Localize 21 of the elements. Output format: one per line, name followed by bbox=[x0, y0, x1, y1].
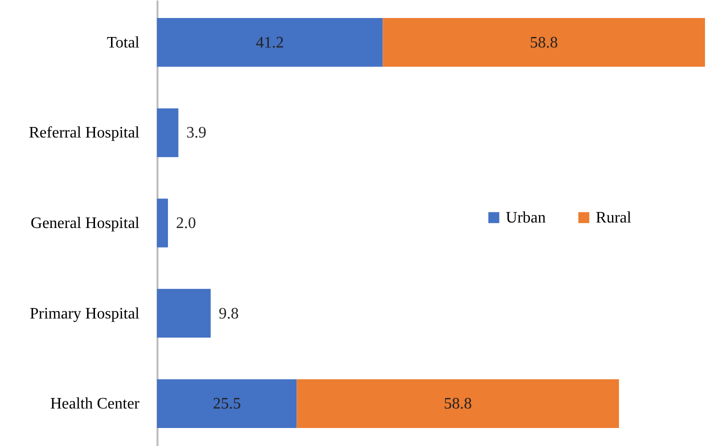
bar bbox=[382, 18, 705, 67]
data-label: 25.5 bbox=[212, 396, 241, 413]
bar bbox=[157, 288, 211, 338]
y-tick-label: Health Center bbox=[50, 396, 140, 413]
data-label: 41.2 bbox=[256, 34, 284, 52]
bar bbox=[157, 18, 383, 67]
data-label: 58.8 bbox=[444, 396, 472, 413]
bar bbox=[157, 108, 178, 158]
bar bbox=[296, 379, 619, 428]
data-label: 58.8 bbox=[530, 34, 558, 52]
legend-label: Rural bbox=[596, 210, 632, 227]
y-tick-label: Primary Hospital bbox=[30, 305, 140, 322]
y-tick-label: General Hospital bbox=[30, 215, 140, 232]
legend-label: Urban bbox=[506, 210, 546, 227]
bar bbox=[157, 379, 297, 428]
y-tick-label: Total bbox=[106, 34, 140, 52]
data-label: 3.9 bbox=[186, 124, 206, 142]
y-tick-label: Referral Hospital bbox=[28, 124, 140, 142]
data-label: 9.8 bbox=[218, 305, 239, 322]
data-label: 2.0 bbox=[176, 215, 196, 232]
bar bbox=[157, 198, 168, 248]
